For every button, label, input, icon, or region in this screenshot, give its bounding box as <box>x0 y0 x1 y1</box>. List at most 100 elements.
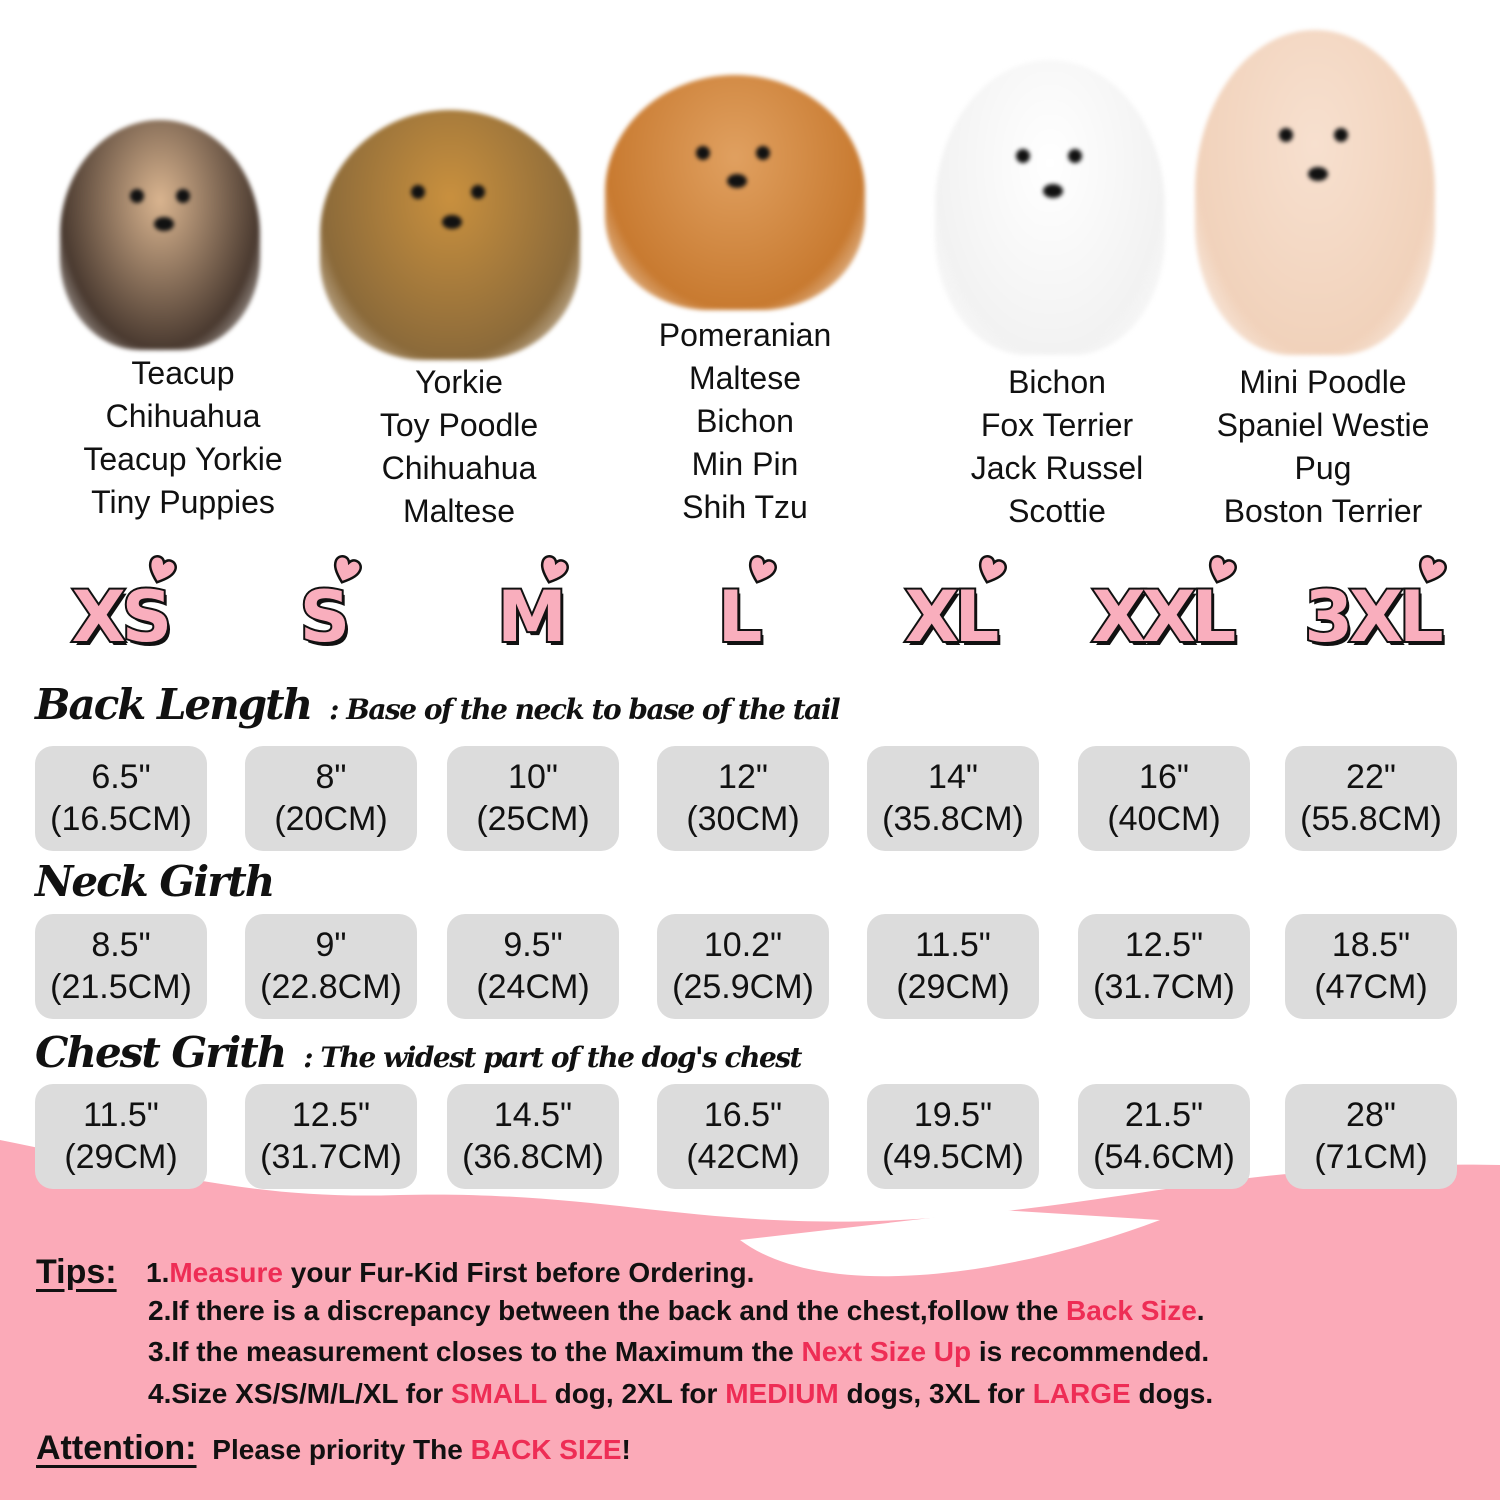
inch-value: 9.5" <box>503 926 563 964</box>
neck-girth-heading: Neck Girth <box>35 857 275 907</box>
inch-value: 11.5" <box>915 926 991 964</box>
inch-value: 19.5" <box>913 1096 993 1134</box>
cm-value: (31.7CM) <box>260 1138 402 1176</box>
breed-group: Yorkie Toy Poodle Chihuahua Maltese <box>328 361 590 533</box>
inch-value: 12" <box>718 758 768 796</box>
heart-icon <box>748 555 777 584</box>
cm-value: (22.8CM) <box>260 968 402 1006</box>
tip-text: 1. <box>146 1257 170 1288</box>
heart-icon <box>1418 555 1447 584</box>
chest-girth-cell-l: 16.5" (42CM) <box>657 1084 829 1189</box>
inch-value: 16.5" <box>703 1096 783 1134</box>
highlight-text: Back Size <box>1066 1295 1197 1326</box>
cm-value: (29CM) <box>896 968 1010 1006</box>
heart-icon <box>978 555 1007 584</box>
maltese-photo <box>935 60 1165 355</box>
cm-value: (35.8CM) <box>882 800 1024 838</box>
back-length-cell-xl: 14" (35.8CM) <box>867 746 1039 851</box>
back-length-cell-xs: 6.5" (16.5CM) <box>35 746 207 851</box>
neck-girth-cell-xl: 11.5" (29CM) <box>867 914 1039 1019</box>
inch-value: 16" <box>1139 758 1189 796</box>
breed-name: Maltese <box>688 360 802 396</box>
chest-girth-cell-s: 12.5" (31.7CM) <box>245 1084 417 1189</box>
breed-name: Spaniel Westie <box>1216 407 1430 443</box>
mini-poodle-photo <box>1195 30 1435 355</box>
breed-name: Pomeranian <box>658 317 832 353</box>
tip-line: 3.If the measurement closes to the Maxim… <box>148 1335 1209 1369</box>
cm-value: (42CM) <box>686 1138 800 1176</box>
cm-value: (16.5CM) <box>50 800 192 838</box>
tips-label: Tips: <box>36 1253 117 1291</box>
breed-name: Bichon <box>1008 364 1106 400</box>
pomeranian-photo <box>605 75 865 310</box>
neck-girth-cell-3xl: 18.5" (47CM) <box>1285 914 1457 1019</box>
breed-name: Fox Terrier <box>980 407 1134 443</box>
cm-value: (25CM) <box>476 800 590 838</box>
back-length-cell-m: 10" (25CM) <box>447 746 619 851</box>
cm-value: (54.6CM) <box>1093 1138 1235 1176</box>
chest-girth-cell-xl: 19.5" (49.5CM) <box>867 1084 1039 1189</box>
cm-value: (71CM) <box>1314 1138 1428 1176</box>
breed-name: Chihuahua <box>105 398 261 434</box>
size-label-l: L <box>716 576 765 658</box>
inch-value: 12.5" <box>291 1096 371 1134</box>
neck-girth-cell-xs: 8.5" (21.5CM) <box>35 914 207 1019</box>
size-label-xxl: XXL <box>1090 576 1239 658</box>
breed-group: Pomeranian Maltese Bichon Min Pin Shih Tzu <box>614 314 876 529</box>
breed-name: Toy Poodle <box>379 407 539 443</box>
tip-text: Please priority The <box>212 1434 471 1465</box>
neck-girth-cell-m: 9.5" (24CM) <box>447 914 619 1019</box>
breed-group: Bichon Fox Terrier Jack Russel Scottie <box>926 361 1188 533</box>
heart-icon <box>148 555 177 584</box>
inch-value: 28" <box>1346 1096 1396 1134</box>
inch-value: 22" <box>1346 758 1396 796</box>
breed-name: Bichon <box>696 403 794 439</box>
back-length-cell-3xl: 22" (55.8CM) <box>1285 746 1457 851</box>
inch-value: 10" <box>508 758 558 796</box>
back-length-subtitle: : Base of the neck to base of the tail <box>329 693 841 726</box>
tip-text: dog, 2XL for <box>546 1378 726 1409</box>
inch-value: 9" <box>315 926 347 964</box>
breed-name: Yorkie <box>415 364 503 400</box>
inch-value: 14" <box>928 758 978 796</box>
cm-value: (24CM) <box>476 968 590 1006</box>
size-label-m: M <box>495 576 569 658</box>
breed-name: Teacup Yorkie <box>83 441 283 477</box>
cm-value: (31.7CM) <box>1093 968 1235 1006</box>
inch-value: 8.5" <box>91 926 151 964</box>
chest-girth-heading: Chest Grith: The widest part of the dog'… <box>35 1028 802 1083</box>
highlight-text: Next Size Up <box>801 1336 972 1367</box>
inch-value: 6.5" <box>91 758 151 796</box>
breed-name: Teacup <box>131 355 235 391</box>
breed-name: Boston Terrier <box>1223 493 1423 529</box>
tip-text: . <box>1196 1295 1205 1326</box>
highlight-text: LARGE <box>1032 1378 1131 1409</box>
inch-value: 12.5" <box>1124 926 1204 964</box>
tip-text: 4.Size XS/S/M/L/XL for <box>148 1378 451 1409</box>
breed-name: Jack Russel <box>970 450 1144 486</box>
inch-value: 18.5" <box>1331 926 1411 964</box>
breed-name: Min Pin <box>691 446 799 482</box>
neck-girth-cell-xxl: 12.5" (31.7CM) <box>1078 914 1250 1019</box>
cm-value: (29CM) <box>64 1138 178 1176</box>
highlight-text: Measure <box>169 1257 283 1288</box>
back-length-title: Back Length <box>35 680 313 729</box>
tip-text: 2.If there is a discrepancy between the … <box>148 1295 1067 1326</box>
inch-value: 10.2" <box>703 926 783 964</box>
breed-group: Mini Poodle Spaniel Westie Pug Boston Terri… <box>1192 361 1454 533</box>
cm-value: (20CM) <box>274 800 388 838</box>
neck-girth-cell-l: 10.2" (25.9CM) <box>657 914 829 1019</box>
heart-icon <box>540 555 569 584</box>
back-length-heading: Back Length : Base of the neck to base of… <box>35 680 841 735</box>
cm-value: (40CM) <box>1107 800 1221 838</box>
breed-group: Teacup Chihuahua Teacup Yorkie Tiny Puppies <box>52 352 314 524</box>
cm-value: (47CM) <box>1314 968 1428 1006</box>
tip-text: dogs, 3XL for <box>838 1378 1033 1409</box>
back-length-cell-s: 8" (20CM) <box>245 746 417 851</box>
chest-girth-title: Chest Grith <box>35 1028 287 1077</box>
tip-text: ! <box>621 1434 631 1465</box>
inch-value: 21.5" <box>1124 1096 1204 1134</box>
tip-text: dogs. <box>1130 1378 1214 1409</box>
tip-text: your Fur-Kid First before Ordering. <box>282 1257 755 1288</box>
